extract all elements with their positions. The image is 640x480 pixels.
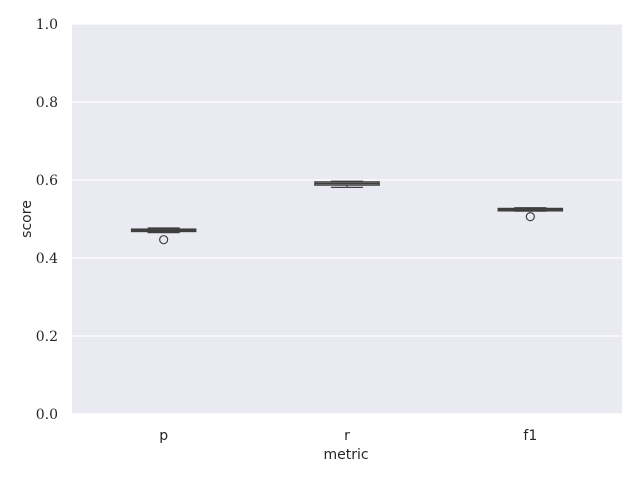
x-axis-label: metric xyxy=(323,447,368,463)
y-tick-label: 0.0 xyxy=(36,407,58,423)
plot-area xyxy=(72,24,622,414)
y-tick-label: 1.0 xyxy=(36,17,58,33)
x-axis-tick-labels: p r f1 xyxy=(159,428,537,444)
outlier-point xyxy=(525,212,535,222)
box-r xyxy=(314,180,380,189)
y-tick-label: 0.4 xyxy=(36,251,58,267)
x-tick-label: r xyxy=(344,428,350,444)
y-axis-tick-labels: 0.0 0.2 0.4 0.6 0.8 1.0 xyxy=(36,17,58,423)
x-tick-label: f1 xyxy=(523,428,537,444)
y-tick-label: 0.2 xyxy=(36,329,58,345)
y-tick-label: 0.8 xyxy=(36,95,58,111)
x-tick-label: p xyxy=(159,428,168,444)
box-f1 xyxy=(497,207,564,222)
y-axis-label: score xyxy=(19,200,35,238)
box-series xyxy=(130,180,564,245)
outlier-point xyxy=(159,235,169,245)
grid-lines xyxy=(72,23,622,415)
y-tick-label: 0.6 xyxy=(36,173,58,189)
box-p xyxy=(130,227,197,245)
